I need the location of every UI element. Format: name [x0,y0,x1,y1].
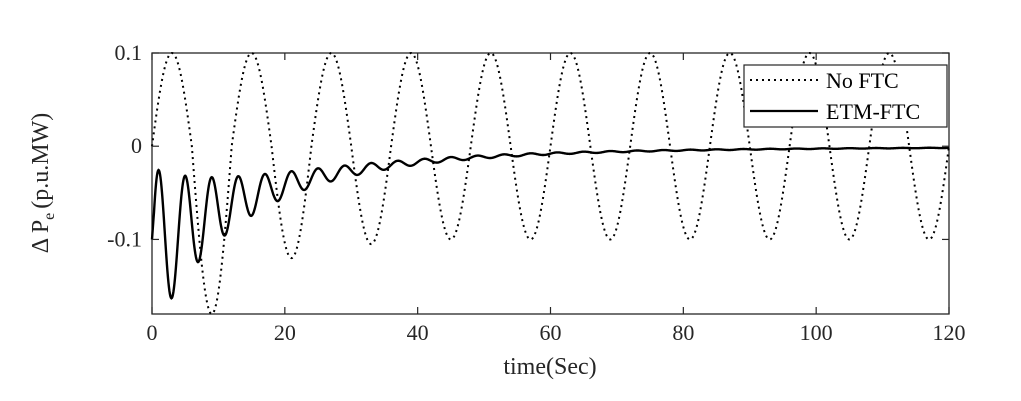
y-tick-label: 0 [131,133,142,158]
legend-label-etm-ftc: ETM-FTC [826,99,920,124]
legend: No FTC ETM-FTC [743,64,948,128]
x-tick-label: 20 [274,320,296,345]
y-axis-label-main: Δ P [28,220,54,253]
series-layer [150,51,950,316]
x-axis-label: time(Sec) [503,354,596,380]
y-axis-label: Δ Pe (p.u.MW) [28,113,58,254]
series-line-no-ftc [151,51,950,316]
y-tick-label: -0.1 [107,226,142,251]
x-tick-label: 60 [540,320,562,345]
y-axis-label-sub: e [41,213,58,220]
x-tick-label: 100 [800,320,833,345]
y-axis-label-unit: (p.u.MW) [28,113,54,209]
x-tick-label: 40 [407,320,429,345]
ticks-layer: 0 20 40 60 80 100 120 -0.1 0 0.1 [107,40,965,345]
x-tick-label: 120 [933,320,966,345]
svg-text:Δ Pe(p.u.MW): Δ Pe (p.u.MW) [28,113,58,254]
legend-box [743,64,948,128]
y-tick-label: 0.1 [115,40,143,65]
x-tick-label: 80 [672,320,694,345]
x-tick-label: 0 [147,320,158,345]
legend-label-no-ftc: No FTC [826,68,899,93]
plot-area: 0 20 40 60 80 100 120 -0.1 0 0.1 [107,40,965,345]
series-line-etm-ftc [150,146,950,300]
